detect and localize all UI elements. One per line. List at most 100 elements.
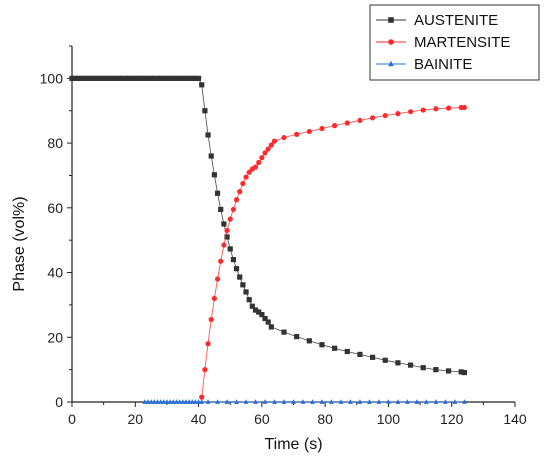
- data-point: [268, 142, 274, 148]
- data-point: [97, 75, 104, 81]
- data-point: [420, 107, 426, 113]
- legend-label: BAINITE: [414, 56, 472, 73]
- data-point: [69, 75, 75, 81]
- data-point: [208, 153, 214, 159]
- data-point: [405, 399, 410, 404]
- data-point: [407, 109, 414, 115]
- y-tick-label: 60: [47, 200, 63, 216]
- legend-swatch-marker: [388, 17, 394, 23]
- data-point: [94, 75, 100, 81]
- x-tick-label: 80: [317, 411, 333, 427]
- data-point: [183, 75, 189, 81]
- data-point: [271, 138, 278, 144]
- data-point: [199, 394, 205, 400]
- data-point: [205, 341, 211, 347]
- data-point: [82, 75, 88, 81]
- x-tick-label: 140: [503, 411, 527, 427]
- data-point: [376, 399, 382, 404]
- data-point: [240, 282, 246, 288]
- data-point: [357, 399, 363, 404]
- data-point: [319, 342, 325, 348]
- data-point: [161, 75, 167, 81]
- data-point: [234, 399, 239, 404]
- data-point: [135, 75, 142, 81]
- data-point: [104, 75, 110, 81]
- data-point: [214, 276, 221, 282]
- data-point: [281, 399, 287, 404]
- data-point: [214, 190, 221, 196]
- data-point: [281, 329, 287, 335]
- data-point: [148, 75, 154, 81]
- data-point: [177, 399, 182, 404]
- data-point: [433, 367, 439, 373]
- data-point: [382, 357, 388, 363]
- data-point: [281, 134, 287, 141]
- x-tick-label: 120: [440, 411, 464, 427]
- y-tick-label: 80: [47, 135, 63, 151]
- data-point: [158, 399, 163, 404]
- data-point: [461, 369, 467, 376]
- x-tick-label: 20: [127, 411, 143, 427]
- data-point: [227, 216, 233, 222]
- data-point: [224, 234, 230, 240]
- x-tick-label: 100: [377, 411, 401, 427]
- data-point: [120, 75, 126, 81]
- data-point: [183, 399, 189, 404]
- data-point: [265, 146, 271, 152]
- data-point: [370, 115, 376, 121]
- data-point: [142, 75, 148, 81]
- data-point: [221, 242, 227, 248]
- y-tick-label: 20: [47, 329, 63, 345]
- data-point: [142, 399, 148, 404]
- data-point: [237, 189, 243, 195]
- legend-label: MARTENSITE: [414, 34, 510, 51]
- legend-item: MARTENSITE: [376, 34, 510, 51]
- data-point: [259, 155, 265, 161]
- data-point: [164, 399, 170, 404]
- data-point: [145, 75, 151, 81]
- data-point: [176, 75, 183, 81]
- series-line: [201, 107, 465, 398]
- data-point: [461, 104, 467, 111]
- x-tick-label: 60: [254, 411, 270, 427]
- data-point: [218, 258, 224, 264]
- data-point: [306, 128, 312, 135]
- data-point: [227, 246, 233, 252]
- data-point: [420, 365, 426, 371]
- x-tick-label: 0: [68, 411, 76, 427]
- data-point: [262, 315, 268, 322]
- data-point: [167, 75, 173, 81]
- data-point: [433, 106, 439, 112]
- legend-item: BAINITE: [376, 56, 472, 73]
- data-point: [344, 120, 350, 126]
- legend-swatch-marker: [388, 39, 394, 45]
- data-point: [272, 399, 277, 404]
- data-point: [310, 399, 315, 404]
- series-martensite: [199, 104, 467, 400]
- series-line: [72, 77, 465, 373]
- data-point: [246, 169, 252, 175]
- data-point: [139, 75, 145, 81]
- data-point: [382, 112, 388, 119]
- data-point: [348, 399, 353, 404]
- y-tick-label: 0: [55, 394, 63, 410]
- data-point: [180, 75, 186, 81]
- data-point: [445, 368, 452, 374]
- data-point: [189, 75, 195, 81]
- data-point: [395, 399, 401, 404]
- y-axis-ticks: 0 20 40 60 80 100: [40, 45, 72, 410]
- data-point: [329, 399, 334, 404]
- series-austenite: [69, 75, 467, 376]
- data-point: [256, 159, 262, 166]
- data-point: [230, 206, 236, 213]
- data-point: [193, 399, 198, 404]
- data-point: [294, 131, 300, 137]
- legend: AUSTENITE MARTENSITE BAINITE: [369, 4, 540, 81]
- data-point: [192, 75, 199, 81]
- data-point: [458, 369, 464, 375]
- y-tick-label: 100: [40, 70, 64, 86]
- data-point: [170, 75, 176, 81]
- y-tick-label: 40: [47, 265, 63, 281]
- data-point: [173, 75, 180, 81]
